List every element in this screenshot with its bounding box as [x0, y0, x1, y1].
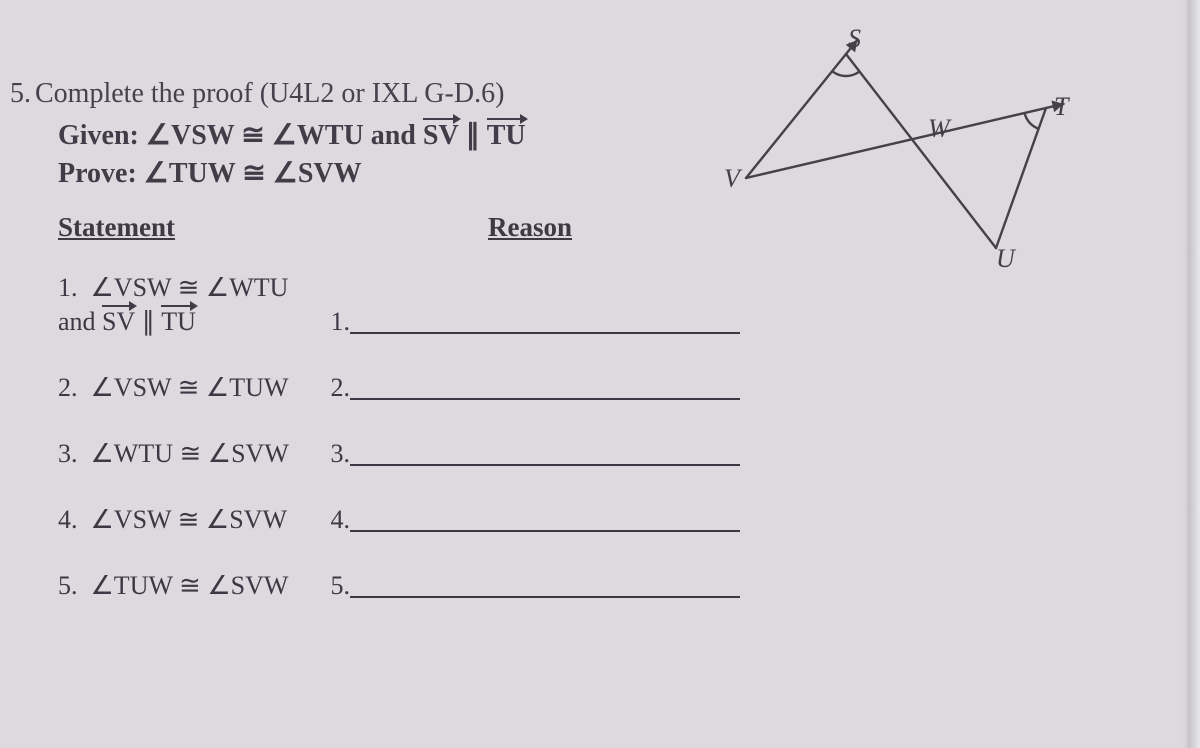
prove-expression: ∠TUW ≅ ∠SVW — [144, 158, 362, 189]
label-w: W — [928, 114, 950, 144]
page-edge — [1190, 0, 1200, 748]
proof-rows: 1. ∠VSW ≅ ∠WTU and SV ∥ TU 1. 2. ∠VSW ≅ … — [58, 273, 740, 601]
statement-cell: 1. ∠VSW ≅ ∠WTU and SV ∥ TU — [58, 273, 331, 337]
statement-header: Statement — [58, 212, 488, 243]
label-t: T — [1054, 92, 1068, 122]
given-expression: ∠VSW ≅ ∠WTU and — [146, 120, 416, 151]
reason-blank[interactable] — [350, 332, 740, 334]
reason-number: 3. — [331, 439, 351, 469]
proof-row: 3. ∠WTU ≅ ∠SVW 3. — [58, 439, 740, 469]
proof-row: 2. ∠VSW ≅ ∠TUW 2. — [58, 373, 740, 403]
parallel-symbol: ∥ — [466, 120, 480, 151]
problem-title: Complete the proof (U4L2 or IXL G-D.6) — [35, 78, 504, 109]
ray-tu: TU — [161, 303, 196, 337]
ray-sv: SV — [423, 116, 459, 152]
statement-cell: 4. ∠VSW ≅ ∠SVW — [58, 505, 331, 535]
proof-row: 4. ∠VSW ≅ ∠SVW 4. — [58, 505, 740, 535]
problem-block: 5. Complete the proof (U4L2 or IXL G-D.6… — [10, 78, 740, 637]
problem-heading: 5. Complete the proof (U4L2 or IXL G-D.6… — [10, 78, 740, 110]
geometry-figure: S V W T U — [738, 38, 1068, 268]
statement-cell: 2. ∠VSW ≅ ∠TUW — [58, 373, 331, 403]
column-headers: Statement Reason — [58, 212, 740, 243]
statement-cell: 5. ∠TUW ≅ ∠SVW — [58, 571, 331, 601]
proof-row: 5. ∠TUW ≅ ∠SVW 5. — [58, 571, 740, 601]
reason-blank[interactable] — [350, 464, 740, 466]
reason-blank[interactable] — [350, 398, 740, 400]
statement-cell: 3. ∠WTU ≅ ∠SVW — [58, 439, 331, 469]
label-u: U — [996, 244, 1015, 274]
reason-number: 2. — [331, 373, 351, 403]
figure-svg — [738, 38, 1068, 268]
reason-blank[interactable] — [350, 530, 740, 532]
reason-blank[interactable] — [350, 596, 740, 598]
problem-number: 5. — [10, 78, 31, 109]
ray-sv: SV — [102, 303, 135, 337]
reason-number: 4. — [331, 505, 351, 535]
label-v: V — [724, 164, 740, 194]
prove-line: Prove: ∠TUW ≅ ∠SVW — [58, 156, 740, 190]
proof-row: 1. ∠VSW ≅ ∠WTU and SV ∥ TU 1. — [58, 273, 740, 337]
reason-header: Reason — [488, 212, 572, 243]
prove-label: Prove: — [58, 158, 137, 189]
worksheet-page: 5. Complete the proof (U4L2 or IXL G-D.6… — [0, 0, 1190, 748]
given-label: Given: — [58, 120, 139, 151]
reason-number: 1. — [331, 307, 351, 337]
ray-tu: TU — [487, 116, 526, 152]
reason-number: 5. — [331, 571, 351, 601]
given-line: Given: ∠VSW ≅ ∠WTU and SV ∥ TU — [58, 116, 740, 152]
label-s: S — [848, 24, 861, 54]
